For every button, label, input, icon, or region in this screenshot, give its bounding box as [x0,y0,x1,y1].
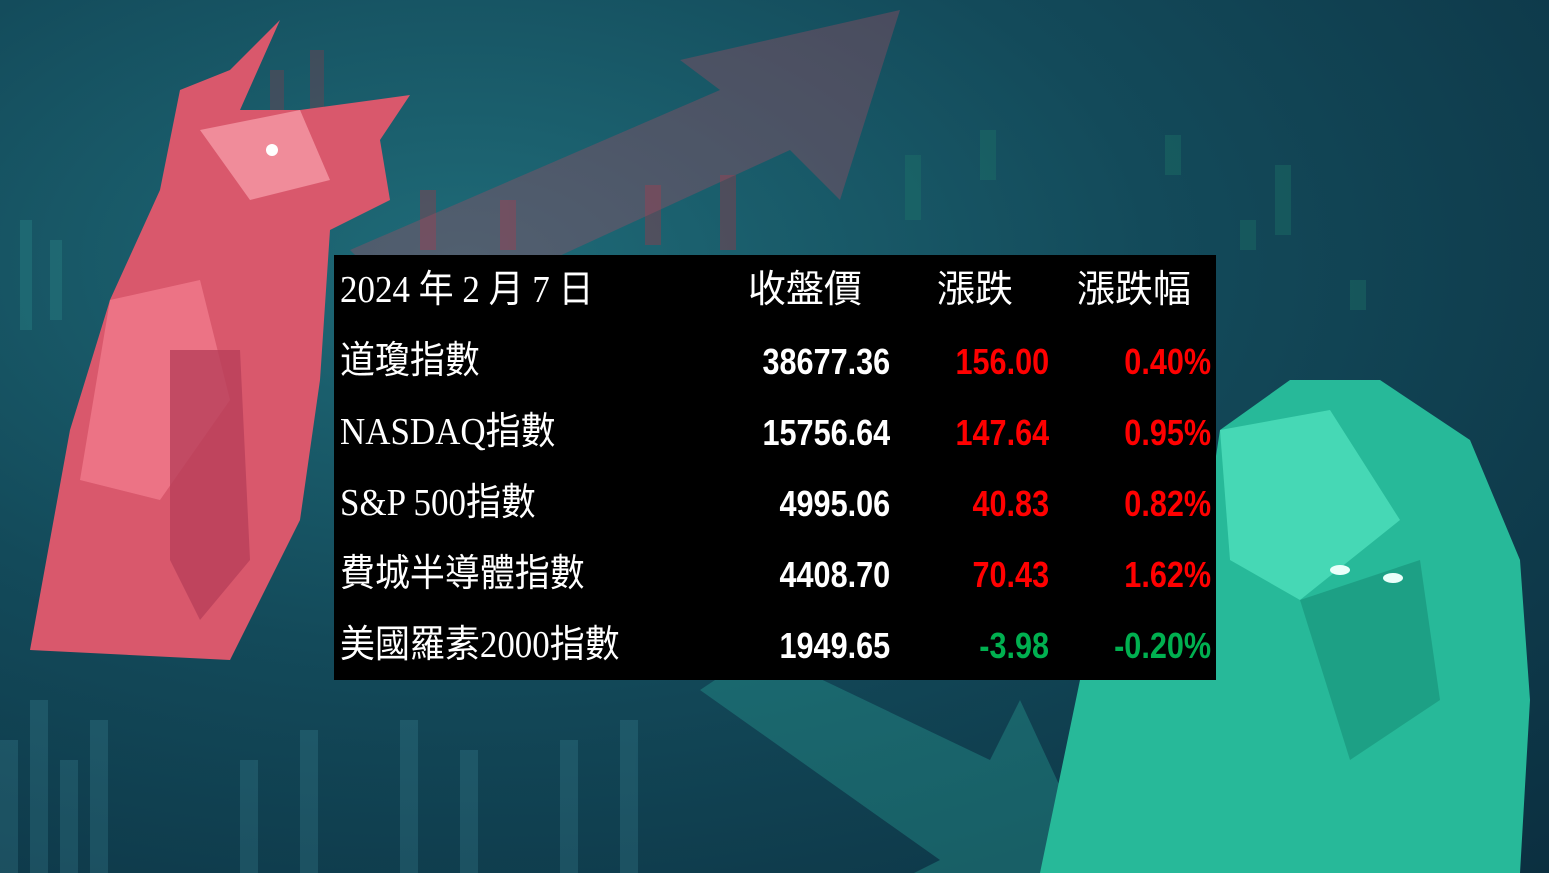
volume-bars [0,700,638,873]
index-name: S&P 500指數 [340,482,536,524]
pct-value: -0.20% [1114,625,1211,666]
change-value: 40.83 [972,483,1049,524]
table-row: S&P 500指數 4995.06 40.83 0.82% [334,468,1216,539]
pct-header: 漲跌幅 [1077,269,1192,311]
change-value: 147.64 [955,412,1049,453]
pct-value: 1.62% [1124,554,1211,595]
change-value: 70.43 [972,554,1049,595]
bull-icon [30,20,410,660]
table-row: 美國羅素2000指數 1949.65 -3.98 -0.20% [334,610,1216,681]
table-row: 道瓊指數 38677.36 156.00 0.40% [334,326,1216,397]
index-name: NASDAQ指數 [340,411,556,453]
bear-icon [1040,380,1530,873]
pct-value: 0.40% [1124,341,1211,382]
table-row: NASDAQ指數 15756.64 147.64 0.95% [334,397,1216,468]
index-name: 費城半導體指數 [340,553,585,595]
market-index-table: 2024 年 2 月 7 日 收盤價 漲跌 漲跌幅 道瓊指數 38677.36 … [334,255,1216,680]
candlestick-chart [20,50,1366,330]
table-header: 2024 年 2 月 7 日 收盤價 漲跌 漲跌幅 [334,255,1216,326]
close-value: 4408.70 [779,554,890,595]
change-value: -3.98 [979,625,1049,666]
pct-value: 0.95% [1124,412,1211,453]
index-name: 美國羅素2000指數 [340,624,620,666]
down-arrow-icon [700,650,1100,873]
pct-value: 0.82% [1124,483,1211,524]
table-row: 費城半導體指數 4408.70 70.43 1.62% [334,539,1216,610]
close-value: 4995.06 [779,483,890,524]
change-header: 漲跌 [937,269,1014,311]
close-value: 1949.65 [779,625,890,666]
close-value: 38677.36 [762,341,890,382]
close-header: 收盤價 [748,269,863,311]
up-arrow-icon [350,10,900,320]
index-name: 道瓊指數 [340,340,480,382]
date-header: 2024 年 2 月 7 日 [340,269,594,311]
close-value: 15756.64 [762,412,890,453]
change-value: 156.00 [955,341,1049,382]
